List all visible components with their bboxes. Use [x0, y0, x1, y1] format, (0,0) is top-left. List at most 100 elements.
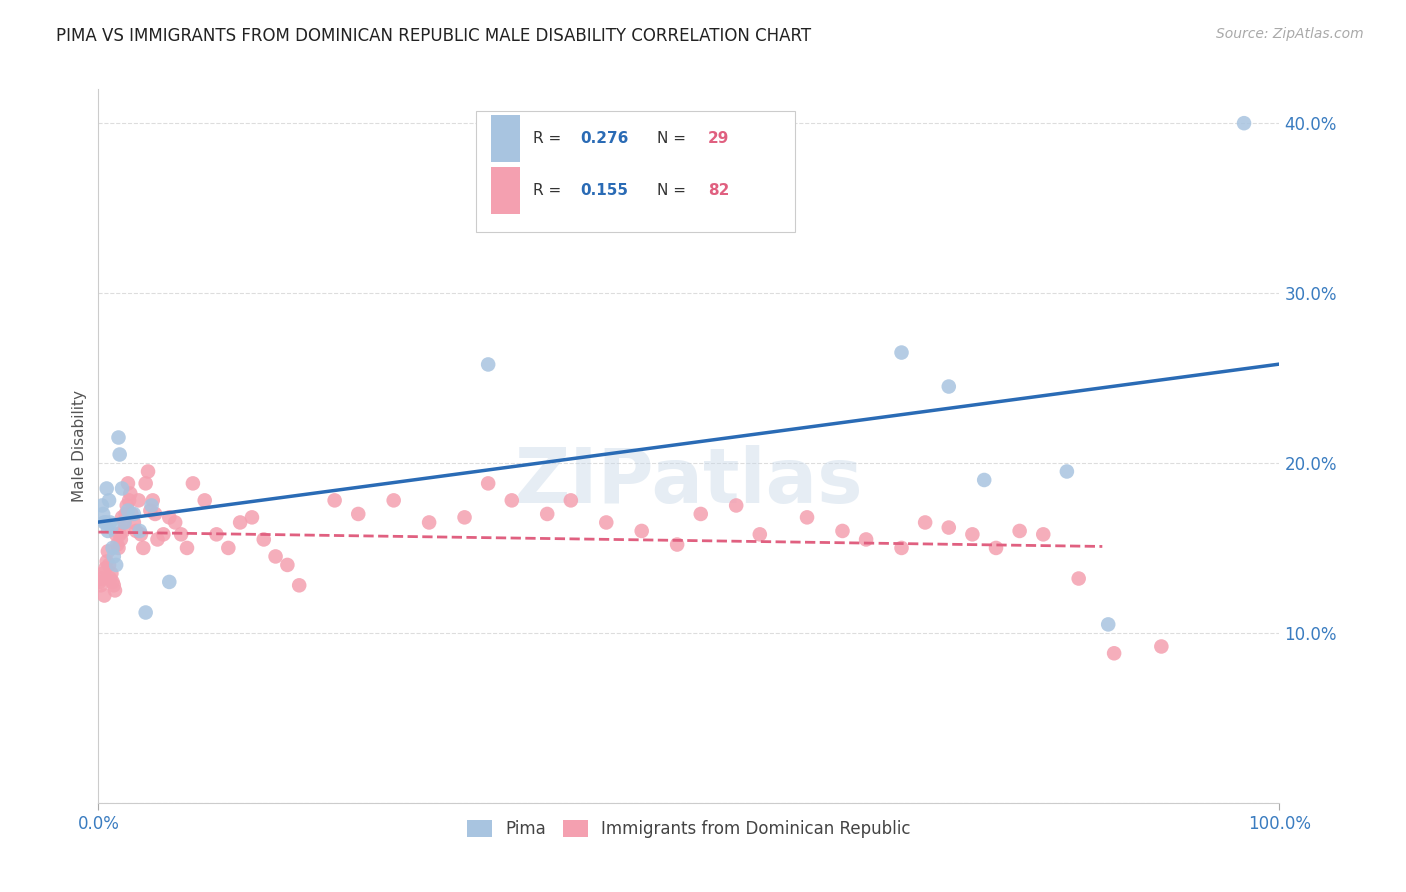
- Point: [136, 465, 159, 479]
- Point: [229, 516, 252, 530]
- Bar: [491, 115, 520, 161]
- Point: [96, 555, 118, 569]
- Point: [91, 572, 114, 586]
- Point: [288, 578, 311, 592]
- Point: [111, 482, 134, 496]
- Point: [176, 541, 198, 555]
- Point: [855, 533, 877, 547]
- Point: [453, 510, 475, 524]
- Point: [139, 503, 162, 517]
- Point: [796, 510, 818, 524]
- Point: [914, 516, 936, 530]
- Point: [418, 516, 440, 530]
- Point: [276, 558, 298, 572]
- Point: [121, 507, 143, 521]
- Point: [1067, 572, 1090, 586]
- Point: [105, 527, 128, 541]
- Point: [1056, 465, 1078, 479]
- Text: 82: 82: [707, 183, 730, 198]
- Point: [477, 358, 499, 372]
- Point: [98, 493, 121, 508]
- Text: PIMA VS IMMIGRANTS FROM DOMINICAN REPUBLIC MALE DISABILITY CORRELATION CHART: PIMA VS IMMIGRANTS FROM DOMINICAN REPUBL…: [56, 27, 811, 45]
- Point: [146, 533, 169, 547]
- Point: [323, 493, 346, 508]
- Text: 0.155: 0.155: [581, 183, 628, 198]
- Point: [100, 520, 122, 534]
- Point: [101, 541, 124, 555]
- Point: [103, 549, 125, 564]
- Point: [748, 527, 770, 541]
- Text: 29: 29: [707, 131, 730, 146]
- Point: [89, 574, 111, 589]
- Point: [135, 606, 157, 620]
- Point: [98, 572, 121, 586]
- Point: [157, 574, 180, 589]
- Point: [666, 537, 689, 551]
- Point: [94, 561, 117, 575]
- Point: [108, 448, 131, 462]
- Point: [157, 510, 180, 524]
- Point: [107, 541, 129, 555]
- Point: [94, 516, 117, 530]
- Point: [630, 524, 652, 538]
- Point: [97, 544, 120, 558]
- Point: [112, 516, 135, 530]
- Point: [264, 549, 287, 564]
- Point: [152, 527, 174, 541]
- Text: 0.276: 0.276: [581, 131, 628, 146]
- Point: [93, 589, 115, 603]
- Point: [96, 482, 118, 496]
- Point: [98, 558, 121, 572]
- Point: [98, 516, 121, 530]
- Text: ZIPatlas: ZIPatlas: [515, 445, 863, 518]
- Point: [595, 516, 617, 530]
- Point: [253, 533, 276, 547]
- Point: [91, 507, 114, 521]
- Point: [142, 493, 165, 508]
- Point: [962, 527, 984, 541]
- Point: [143, 507, 166, 521]
- Point: [135, 476, 157, 491]
- Point: [1102, 646, 1125, 660]
- Bar: [491, 168, 520, 214]
- Text: N =: N =: [657, 183, 690, 198]
- Point: [117, 476, 139, 491]
- Point: [90, 578, 112, 592]
- Point: [107, 430, 129, 444]
- Bar: [477, 111, 796, 232]
- Point: [97, 524, 120, 538]
- Legend: Pima, Immigrants from Dominican Republic: Pima, Immigrants from Dominican Republic: [461, 813, 917, 845]
- Point: [973, 473, 995, 487]
- Point: [105, 537, 128, 551]
- Point: [120, 486, 142, 500]
- Point: [240, 510, 263, 524]
- Point: [91, 566, 114, 581]
- Point: [890, 541, 912, 555]
- Point: [1032, 527, 1054, 541]
- Point: [122, 507, 145, 521]
- Text: Source: ZipAtlas.com: Source: ZipAtlas.com: [1216, 27, 1364, 41]
- Point: [194, 493, 217, 508]
- Point: [1097, 617, 1119, 632]
- Point: [128, 524, 150, 538]
- Point: [536, 507, 558, 521]
- Point: [141, 499, 163, 513]
- Point: [501, 493, 523, 508]
- Point: [104, 583, 127, 598]
- Point: [132, 541, 155, 555]
- Point: [938, 520, 960, 534]
- Point: [1150, 640, 1173, 654]
- Point: [217, 541, 239, 555]
- Point: [110, 533, 132, 547]
- Point: [1233, 116, 1256, 130]
- Point: [477, 476, 499, 491]
- Point: [112, 516, 135, 530]
- Point: [117, 503, 139, 517]
- Point: [125, 524, 148, 538]
- Point: [205, 527, 228, 541]
- Point: [129, 527, 152, 541]
- Point: [112, 524, 135, 538]
- Point: [114, 507, 136, 521]
- Point: [91, 499, 114, 513]
- Point: [103, 578, 125, 592]
